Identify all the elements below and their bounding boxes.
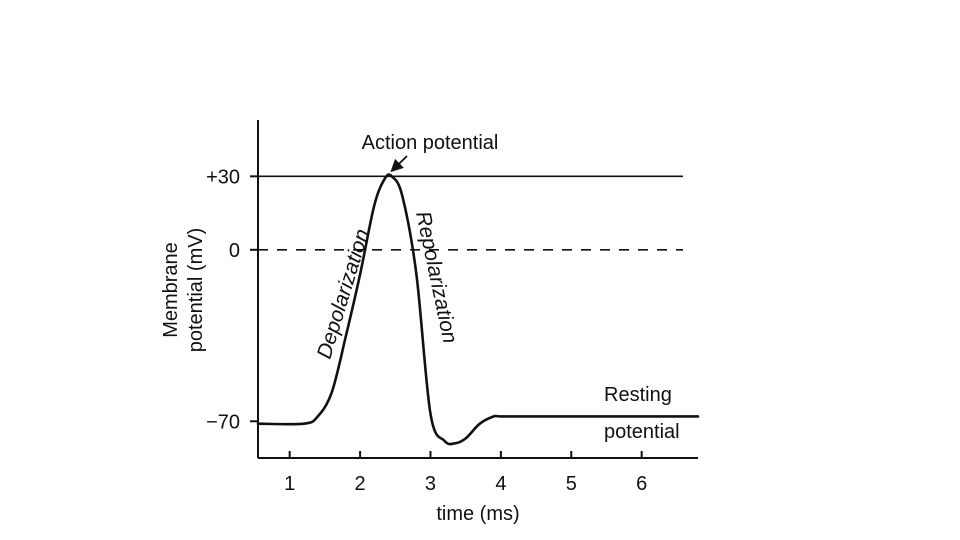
x-tick-label-5: 5: [566, 473, 577, 495]
y-tick-label-zero: 0: [229, 240, 240, 262]
x-tick-label-6: 6: [636, 473, 647, 495]
y-tick-label-plus30: +30: [206, 166, 240, 188]
action-potential-label: Action potential: [362, 132, 499, 154]
y-axis-title-line1: Membrane: [160, 242, 182, 338]
membrane-potential-line: [256, 173, 700, 446]
x-tick-label-3: 3: [425, 473, 436, 495]
potential-label: potential: [604, 421, 680, 443]
y-tick-label-minus70: −70: [206, 411, 240, 433]
x-axis-title: time (ms): [436, 503, 519, 525]
y-axis-title-line2: potential (mV): [185, 228, 207, 353]
resting-label: Resting: [604, 384, 672, 406]
x-tick-label-2: 2: [355, 473, 366, 495]
action-potential-arrow: [390, 155, 408, 173]
x-tick-label-4: 4: [495, 473, 506, 495]
repolarization-label: Repolarization: [411, 209, 461, 345]
x-tick-label-1: 1: [284, 473, 295, 495]
